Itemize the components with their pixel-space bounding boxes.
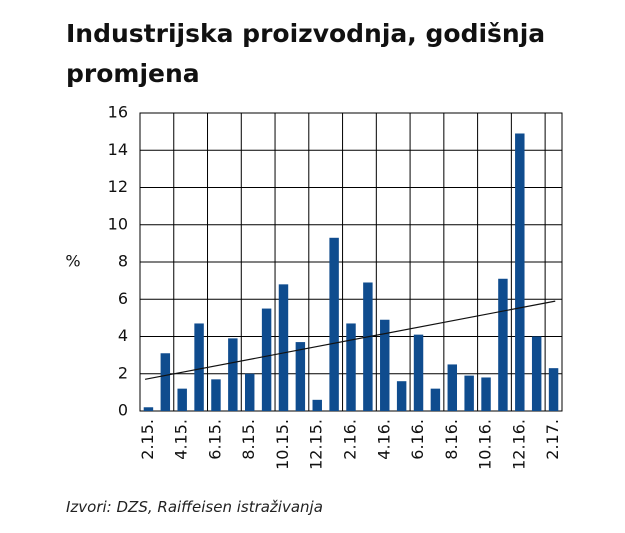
- bar: [481, 377, 491, 411]
- x-tick-label: 12.15.: [307, 419, 326, 470]
- bar: [177, 388, 187, 411]
- y-tick-label: 4: [118, 326, 128, 345]
- bar: [430, 388, 441, 411]
- bar: [531, 336, 542, 411]
- y-tick-label: 0: [118, 401, 128, 420]
- y-tick-label: 16: [108, 103, 128, 122]
- y-tick-label: 2: [118, 363, 128, 382]
- x-tick-label: 10.15.: [273, 419, 292, 470]
- bar: [295, 342, 306, 411]
- trend-line: [144, 300, 556, 380]
- y-tick-label: 10: [108, 214, 128, 233]
- bar: [312, 399, 322, 411]
- bar: [363, 282, 373, 411]
- bar: [380, 319, 390, 411]
- x-tick-label: 8.16.: [442, 419, 461, 460]
- y-tick-label: 6: [118, 289, 128, 308]
- bar: [396, 381, 407, 411]
- x-tick-label: 10.16.: [476, 419, 495, 470]
- bar: [278, 284, 289, 411]
- y-tick-label: 14: [108, 140, 128, 159]
- bar: [211, 379, 221, 411]
- bar: [143, 407, 154, 411]
- bar: [464, 375, 474, 411]
- source-note: Izvori: DZS, Raiffeisen istraživanja: [66, 498, 323, 516]
- bar: [548, 368, 559, 411]
- bar: [498, 278, 508, 411]
- bar: [194, 323, 204, 411]
- x-tick-label: 6.16.: [408, 419, 427, 460]
- chart-title: Industrijska proizvodnja, godišnja promj…: [66, 19, 546, 88]
- bar: [329, 237, 339, 411]
- bar: [160, 353, 171, 411]
- bar: [413, 334, 424, 411]
- y-axis-label: %: [65, 252, 80, 271]
- x-tick-label: 2.15.: [138, 419, 157, 460]
- bar: [515, 133, 525, 412]
- chart: % 0 2 4 6 8 10 12 14 16 2.15. 4.15. 6.15. 8.15. 10.15…: [65, 103, 563, 470]
- x-tick-label: 4.15.: [172, 419, 191, 460]
- bar: [346, 323, 356, 411]
- x-tick-label: 2.16.: [341, 419, 360, 460]
- x-tick-label: 6.15.: [205, 419, 224, 460]
- x-tick-label: 12.16.: [509, 419, 528, 470]
- bar: [228, 338, 238, 411]
- x-tick-label: 4.16.: [374, 419, 393, 460]
- bar: [261, 308, 272, 411]
- y-tick-label: 12: [108, 177, 128, 196]
- bar: [447, 364, 458, 411]
- x-tick-label: 8.15.: [239, 419, 258, 460]
- y-tick-label: 8: [118, 252, 128, 271]
- x-tick-label: 2.17.: [543, 419, 562, 460]
- bar: [244, 373, 255, 411]
